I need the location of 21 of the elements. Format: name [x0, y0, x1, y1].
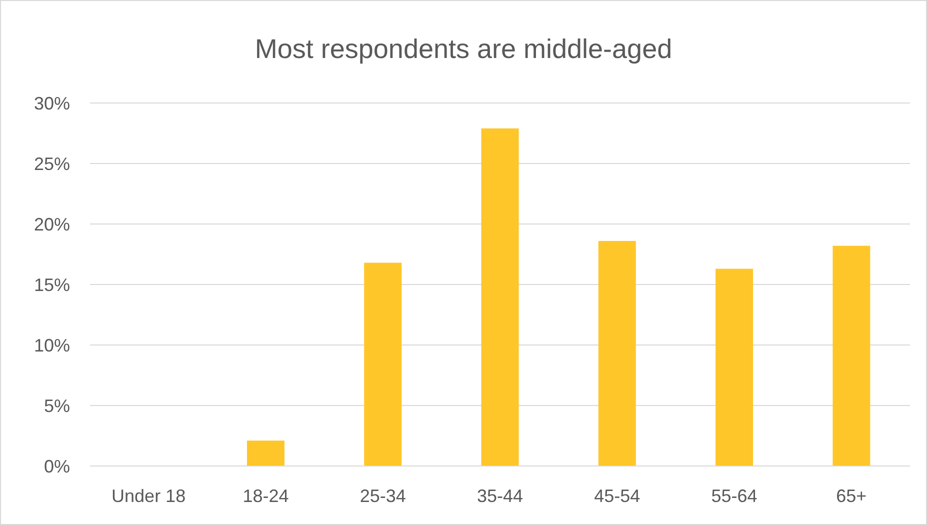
bar	[246, 440, 284, 466]
y-tick-label: 15%	[34, 274, 70, 295]
bar	[481, 128, 519, 466]
y-tick-label: 0%	[44, 456, 70, 476]
y-tick-label: 30%	[34, 93, 70, 114]
bar	[598, 240, 636, 466]
y-tick-label: 5%	[44, 396, 70, 416]
bar	[716, 268, 754, 466]
x-tick-label: 18-24	[242, 486, 289, 506]
x-tick-label: 35-44	[476, 486, 524, 506]
y-tick-label: 10%	[34, 335, 70, 356]
bar	[364, 262, 402, 466]
x-tick-label: Under 18	[112, 486, 186, 506]
chart-title: Most respondents are middle-aged	[254, 34, 672, 64]
x-tick-label: 25-34	[360, 486, 406, 506]
x-tick-label: 65+	[836, 486, 867, 506]
x-tick-label: 55-64	[711, 486, 758, 506]
x-tick-label: 45-54	[594, 486, 640, 506]
y-tick-label: 20%	[34, 214, 70, 234]
y-tick-label: 25%	[34, 154, 70, 174]
bar	[832, 246, 870, 466]
